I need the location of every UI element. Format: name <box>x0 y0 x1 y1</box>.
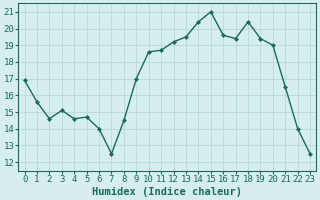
X-axis label: Humidex (Indice chaleur): Humidex (Indice chaleur) <box>92 186 242 197</box>
